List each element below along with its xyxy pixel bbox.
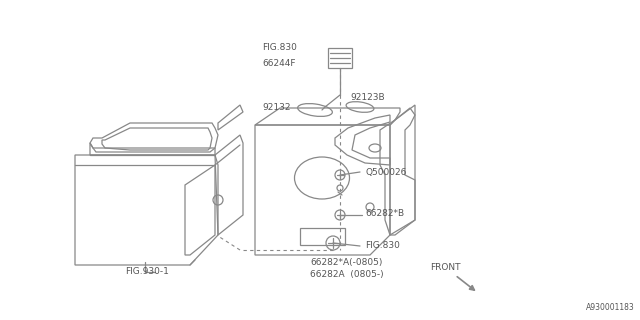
Text: FRONT: FRONT <box>430 263 461 273</box>
Text: Q500026: Q500026 <box>365 167 406 177</box>
Text: 66282*B: 66282*B <box>365 210 404 219</box>
Text: 66282*A(-0805): 66282*A(-0805) <box>310 259 382 268</box>
Text: 66244F: 66244F <box>262 60 296 68</box>
Text: 92132: 92132 <box>262 103 291 113</box>
Text: A930001183: A930001183 <box>586 303 635 312</box>
Text: FIG.830: FIG.830 <box>365 241 400 250</box>
Text: 92123B: 92123B <box>350 92 385 101</box>
Text: FIG.830: FIG.830 <box>262 43 297 52</box>
Text: 66282A  (0805-): 66282A (0805-) <box>310 270 383 279</box>
Text: FIG.930-1: FIG.930-1 <box>125 268 169 276</box>
